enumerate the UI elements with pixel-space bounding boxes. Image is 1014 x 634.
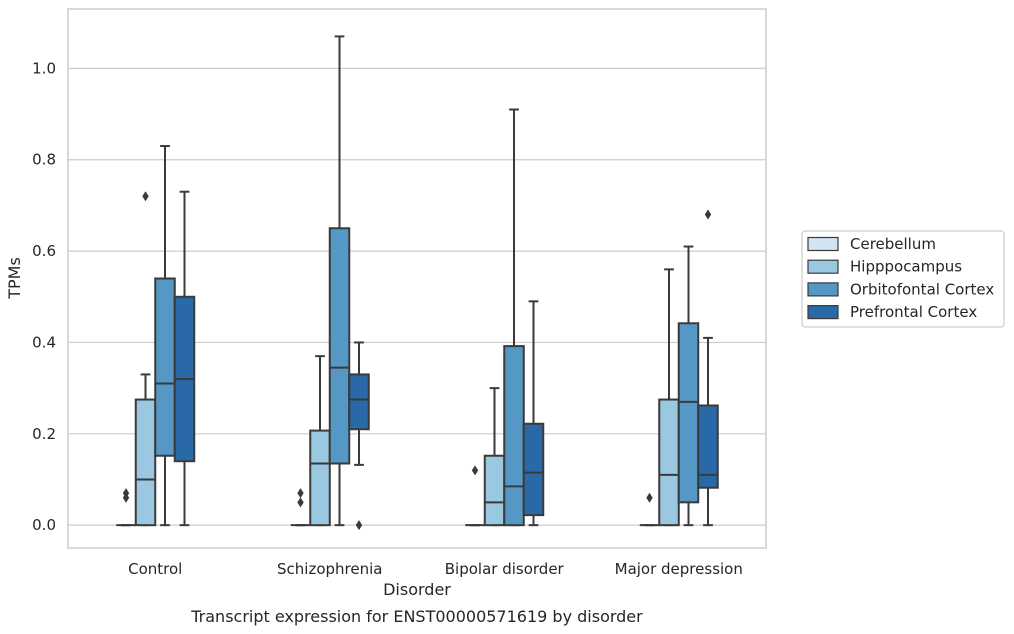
plot-frame bbox=[67, 8, 767, 549]
y-tick-label: 1.0 bbox=[32, 59, 56, 77]
x-tick-label: Control bbox=[128, 560, 182, 578]
box-orbitofontal-cortex-3 bbox=[677, 245, 700, 527]
box-body bbox=[154, 277, 176, 457]
outlier-point bbox=[142, 191, 149, 202]
y-tick-label: 0.2 bbox=[32, 425, 56, 443]
box-cerebellum-1 bbox=[290, 488, 311, 527]
box-orbitofontal-cortex-1 bbox=[328, 35, 351, 527]
box-hipppocampus-1 bbox=[309, 355, 331, 527]
x-axis-label: Disorder bbox=[383, 580, 451, 599]
x-tick-label: Major depression bbox=[615, 560, 743, 578]
legend: Cerebellum Hipppocampus Orbitofontal Corte… bbox=[801, 230, 1005, 328]
box-body bbox=[503, 345, 525, 527]
box-orbitofontal-cortex-0 bbox=[154, 145, 176, 527]
box-layer bbox=[116, 35, 719, 531]
outlier-point bbox=[471, 465, 479, 476]
y-tick-label: 0.0 bbox=[32, 516, 56, 534]
legend-label: Cerebellum bbox=[850, 235, 936, 253]
box-cerebellum-3 bbox=[639, 492, 660, 527]
box-body bbox=[134, 398, 157, 527]
legend-label: Orbitofontal Cortex bbox=[850, 280, 994, 298]
legend-label: Prefrontal Cortex bbox=[850, 303, 977, 321]
x-tick-label: Bipolar disorder bbox=[445, 560, 565, 578]
box-orbitofontal-cortex-2 bbox=[503, 108, 525, 527]
box-prefrontal-cortex-3 bbox=[697, 209, 719, 527]
box-body bbox=[697, 404, 719, 489]
box-body bbox=[328, 227, 351, 465]
legend-swatch bbox=[807, 236, 839, 252]
y-axis-label: TPMs bbox=[5, 257, 24, 300]
y-tick-label: 0.8 bbox=[32, 151, 56, 169]
legend-label: Hipppocampus bbox=[850, 258, 962, 276]
outlier-point bbox=[297, 488, 304, 499]
box-prefrontal-cortex-0 bbox=[173, 190, 196, 527]
box-hipppocampus-3 bbox=[658, 268, 680, 527]
box-body bbox=[309, 429, 331, 527]
outlier-point bbox=[646, 492, 653, 503]
legend-swatch bbox=[807, 259, 839, 274]
box-body bbox=[348, 373, 370, 431]
box-body bbox=[483, 454, 506, 527]
outlier-point bbox=[704, 209, 712, 220]
legend-frame bbox=[801, 230, 1005, 328]
y-tick-labels: 0.0 0.2 0.4 0.6 0.8 1.0 bbox=[32, 59, 56, 534]
box-body bbox=[677, 322, 700, 504]
box-prefrontal-cortex-1 bbox=[348, 341, 370, 531]
outlier-point bbox=[355, 520, 363, 531]
chart-caption: Transcript expression for ENST0000057161… bbox=[190, 607, 643, 626]
legend-swatch bbox=[807, 282, 839, 297]
box-prefrontal-cortex-2 bbox=[522, 300, 545, 527]
box-cerebellum-2 bbox=[465, 465, 485, 527]
box-body bbox=[658, 398, 680, 527]
box-cerebellum-0 bbox=[116, 488, 136, 527]
box-hipppocampus-0 bbox=[134, 191, 157, 527]
y-tick-label: 0.6 bbox=[32, 242, 56, 260]
x-tick-labels: Control Schizophrenia Bipolar disorder Majo… bbox=[128, 560, 743, 578]
x-tick-label: Schizophrenia bbox=[277, 560, 382, 578]
outlier-point bbox=[297, 497, 304, 508]
box-hipppocampus-2 bbox=[483, 387, 506, 527]
box-body bbox=[522, 422, 545, 517]
y-tick-label: 0.4 bbox=[32, 333, 56, 351]
legend-swatch bbox=[807, 305, 839, 320]
outlier-point bbox=[122, 488, 130, 499]
